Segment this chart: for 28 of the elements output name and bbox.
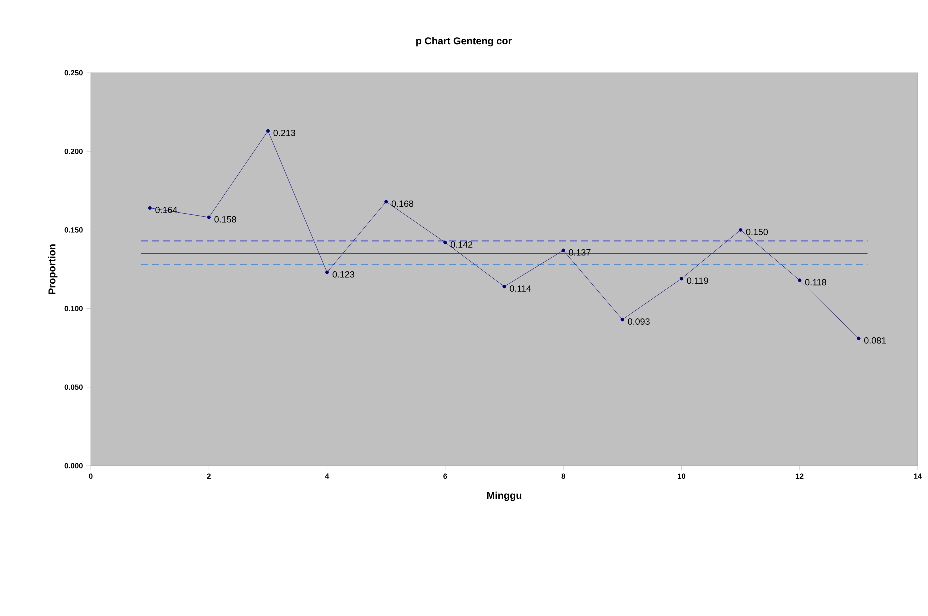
data-label: 0.119 [687, 278, 708, 284]
chart-title: p Chart Genteng cor [416, 37, 512, 47]
data-label: 0.164 [156, 207, 178, 214]
data-label: 0.168 [392, 200, 414, 208]
point [502, 284, 506, 289]
y-axis-title: Proportion [48, 244, 58, 294]
data-label: 0.081 [864, 337, 886, 344]
point [857, 336, 861, 340]
point [148, 206, 152, 210]
point [680, 277, 684, 281]
point [384, 200, 388, 204]
point [562, 248, 566, 252]
data-label: 0.114 [510, 286, 532, 292]
point [620, 318, 624, 322]
point [444, 240, 448, 245]
point [266, 129, 270, 133]
point [207, 216, 211, 220]
data-label: 0.150 [746, 229, 768, 236]
x-axis-title: Minggu [487, 492, 522, 502]
data-label: 0.213 [274, 130, 296, 136]
data-label: 0.093 [628, 318, 650, 325]
data-label: 0.142 [450, 242, 473, 248]
data-label: 0.118 [805, 279, 826, 286]
point [798, 278, 802, 282]
point [326, 270, 330, 274]
data-label: 0.123 [332, 271, 355, 278]
point [739, 228, 743, 232]
data-label: 0.158 [214, 216, 236, 223]
